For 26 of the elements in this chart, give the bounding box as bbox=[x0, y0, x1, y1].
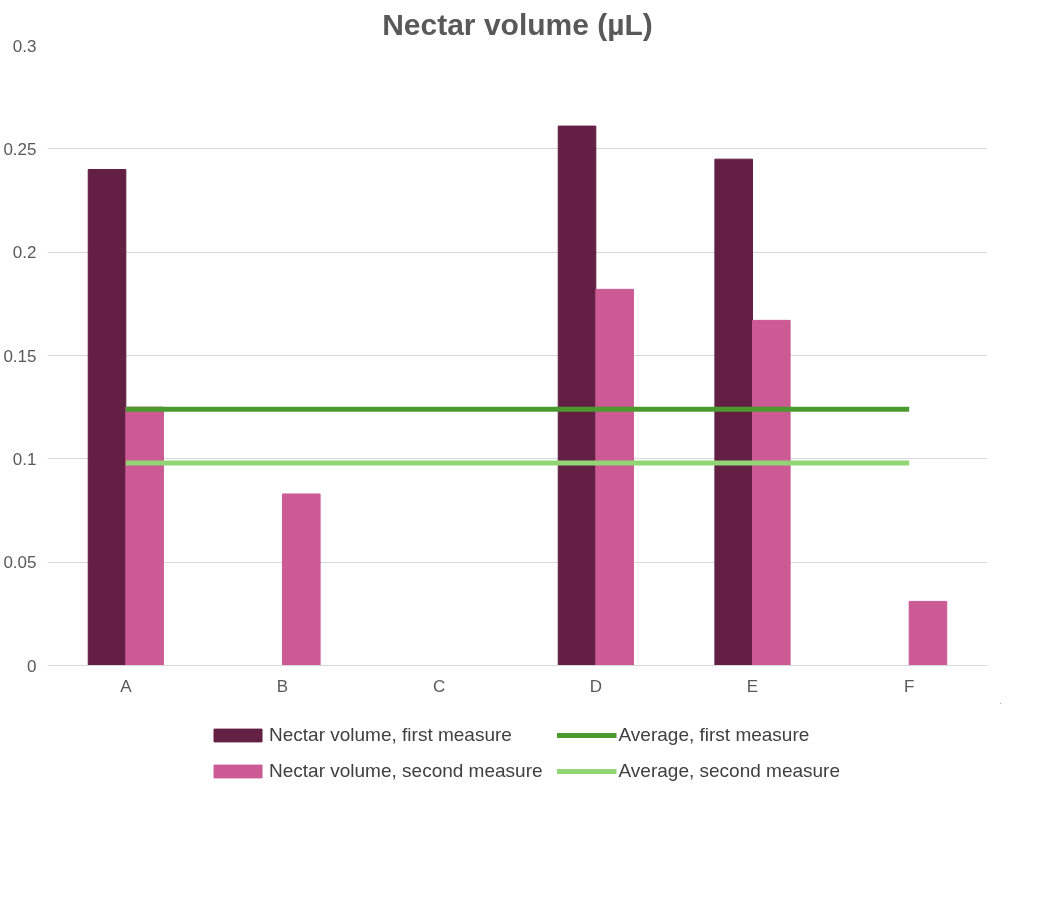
bar bbox=[714, 158, 753, 666]
bar bbox=[752, 319, 791, 666]
bar bbox=[595, 288, 634, 666]
x-tick-label: A bbox=[120, 676, 133, 696]
legend-label: Average, first measure bbox=[618, 724, 810, 746]
x-tick-label: C bbox=[433, 676, 446, 696]
y-tick-label: 0.25 bbox=[3, 139, 37, 159]
x-tick-label: F bbox=[903, 676, 915, 696]
y-tick-label: 0.1 bbox=[12, 449, 37, 469]
legend-label: Nectar volume, first measure bbox=[269, 724, 512, 746]
y-tick-label: 0.3 bbox=[12, 36, 37, 56]
y-tick-label: 0.2 bbox=[12, 243, 37, 263]
legend-label: Nectar volume, second measure bbox=[269, 760, 543, 782]
y-tick-label: 0 bbox=[27, 656, 37, 676]
y-tick-label: 0.15 bbox=[3, 346, 37, 366]
bar bbox=[125, 406, 164, 666]
x-tick-label: B bbox=[276, 676, 289, 696]
bar bbox=[282, 493, 321, 666]
chart-title: Nectar volume (µL) bbox=[382, 7, 653, 41]
y-tick-label: 0.05 bbox=[3, 553, 37, 573]
bar bbox=[557, 125, 597, 666]
legend-label: Average, second measure bbox=[618, 760, 840, 782]
x-tick-label: E bbox=[746, 676, 759, 696]
bar bbox=[908, 600, 948, 666]
x-tick-label: D bbox=[589, 676, 602, 696]
bar bbox=[87, 169, 127, 666]
